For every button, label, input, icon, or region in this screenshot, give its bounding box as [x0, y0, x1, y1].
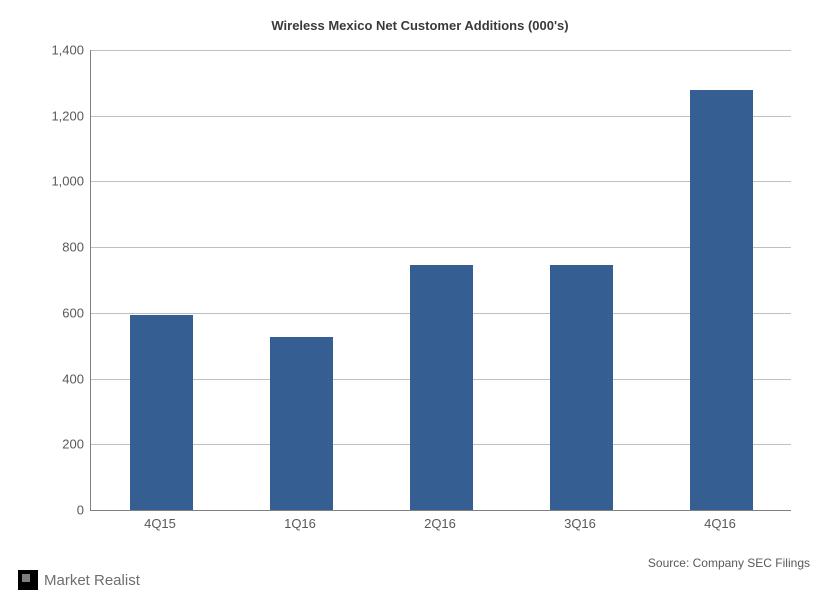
- bar: [550, 265, 613, 510]
- y-tick-label: 1,400: [24, 43, 84, 58]
- y-tick-label: 800: [24, 240, 84, 255]
- bar: [270, 337, 333, 510]
- gridline: [91, 116, 791, 117]
- gridline: [91, 247, 791, 248]
- y-tick-label: 600: [24, 305, 84, 320]
- x-tick-label: 1Q16: [230, 516, 370, 531]
- logo-icon: [18, 570, 38, 590]
- y-tick-label: 1,000: [24, 174, 84, 189]
- brand-logo: Market Realist: [18, 570, 140, 590]
- gridline: [91, 181, 791, 182]
- logo-text: Market Realist: [44, 572, 140, 589]
- y-tick-label: 0: [24, 503, 84, 518]
- chart-container: Wireless Mexico Net Customer Additions (…: [0, 0, 840, 600]
- source-attribution: Source: Company SEC Filings: [648, 556, 810, 570]
- y-tick-label: 400: [24, 371, 84, 386]
- x-tick-label: 4Q16: [650, 516, 790, 531]
- plot-area: [90, 50, 791, 511]
- gridline: [91, 50, 791, 51]
- bar: [410, 265, 473, 510]
- y-tick-label: 1,200: [24, 108, 84, 123]
- x-tick-label: 3Q16: [510, 516, 650, 531]
- x-tick-label: 2Q16: [370, 516, 510, 531]
- y-tick-label: 200: [24, 437, 84, 452]
- bar: [690, 90, 753, 510]
- chart-title: Wireless Mexico Net Customer Additions (…: [0, 18, 840, 33]
- bar: [130, 315, 193, 511]
- x-tick-label: 4Q15: [90, 516, 230, 531]
